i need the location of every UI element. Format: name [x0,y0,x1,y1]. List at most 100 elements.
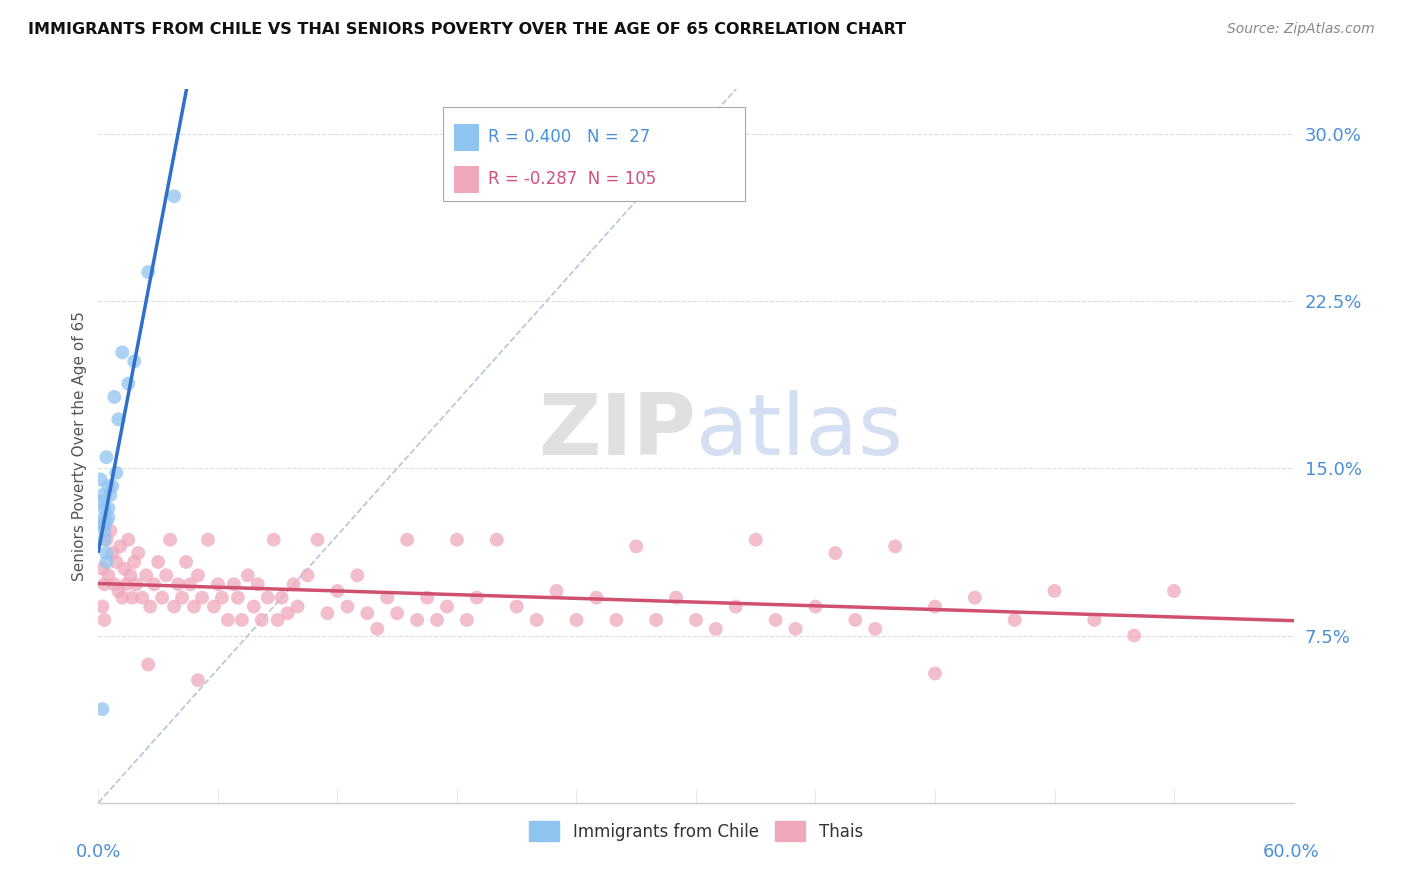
Point [546,583,568,598]
Text: ZIP: ZIP [538,390,696,474]
Text: 60.0%: 60.0% [1263,843,1319,861]
Point [111,591,134,605]
Point [243,599,266,614]
Point [1004,613,1026,627]
Point [105,466,128,480]
Point [785,622,807,636]
Point [963,591,986,605]
Point [745,533,768,547]
Point [824,546,846,560]
Point [135,568,157,582]
Point [724,599,747,614]
Point [316,607,339,621]
Point [436,599,458,614]
Point [143,577,166,591]
Point [89,473,111,487]
Point [375,591,398,605]
Point [187,673,209,687]
Point [366,622,388,636]
Text: 0.0%: 0.0% [76,843,121,861]
Point [197,533,219,547]
Point [93,524,115,538]
Point [231,613,253,627]
Point [111,345,134,359]
Point [704,622,727,636]
Point [101,479,124,493]
Point [202,599,225,614]
Point [105,555,128,569]
Point [804,599,827,614]
Point [97,568,120,582]
Point [167,577,190,591]
Point [217,613,239,627]
Point [844,613,866,627]
Point [174,555,197,569]
Point [103,390,125,404]
Point [356,607,378,621]
Point [585,591,607,605]
Point [93,516,115,531]
Point [136,265,159,279]
Point [236,568,259,582]
Point [121,591,143,605]
Point [446,533,468,547]
Point [91,562,114,576]
Point [97,510,120,524]
Point [211,591,233,605]
Point [250,613,273,627]
Point [270,591,292,605]
Point [179,577,201,591]
Point [117,533,139,547]
Point [124,555,146,569]
Point [110,539,132,553]
Point [93,533,115,547]
Point [150,591,173,605]
Point [256,591,278,605]
Point [191,591,214,605]
Point [287,599,309,614]
Point [267,613,290,627]
Point [96,555,118,569]
Point [91,516,114,531]
Point [1163,583,1185,598]
Point [97,479,120,493]
Y-axis label: Seniors Poverty Over the Age of 65: Seniors Poverty Over the Age of 65 [72,311,87,581]
Point [222,577,245,591]
Point [89,494,111,508]
Point [163,599,186,614]
Point [93,510,115,524]
Point [385,607,409,621]
Point [91,488,114,502]
Point [183,599,205,614]
Point [148,555,170,569]
Point [96,450,118,464]
Point [120,568,142,582]
Point [159,533,181,547]
Point [136,657,159,672]
Point [107,583,129,598]
Point [125,577,148,591]
Point [884,539,907,553]
Point [406,613,429,627]
Point [91,702,114,716]
Point [263,533,285,547]
Point [91,599,114,614]
Point [107,412,129,426]
Point [277,607,299,621]
Point [131,591,153,605]
Point [96,546,118,560]
Point [765,613,787,627]
Point [1123,628,1146,642]
Point [416,591,439,605]
Point [139,599,162,614]
Point [93,613,115,627]
Point [426,613,449,627]
Point [93,577,115,591]
Point [207,577,229,591]
Legend: Immigrants from Chile, Thais: Immigrants from Chile, Thais [523,814,869,848]
Point [1083,613,1105,627]
Point [626,539,648,553]
Point [172,591,194,605]
Point [645,613,668,627]
Point [465,591,488,605]
